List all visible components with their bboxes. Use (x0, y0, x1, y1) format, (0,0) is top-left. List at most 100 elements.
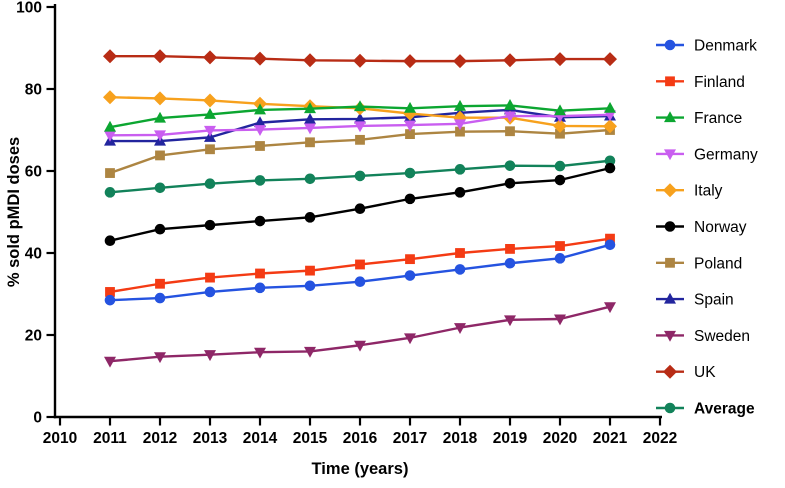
data-point-square (555, 128, 565, 139)
legend-label: Norway (694, 219, 747, 236)
data-point-circle (604, 239, 616, 251)
data-point-square (405, 129, 415, 139)
series-line (109, 243, 611, 302)
data-point-square (255, 141, 265, 151)
legend-item-germany: Germany (656, 146, 758, 163)
x-tick-label: 2013 (193, 430, 228, 447)
data-point-circle (104, 235, 116, 246)
data-point-triangle-down (104, 130, 116, 142)
legend-item-average: Average (656, 401, 755, 418)
data-point-diamond (603, 52, 617, 67)
data-point-triangle-up (354, 100, 366, 112)
data-point-diamond (153, 49, 167, 64)
data-point-triangle-down (454, 119, 466, 131)
legend-label: UK (694, 364, 716, 381)
data-point-triangle-up (154, 111, 166, 123)
x-tick-label: 2017 (393, 430, 427, 447)
data-point-circle (554, 174, 566, 186)
data-point-triangle-down (254, 347, 266, 359)
data-point-circle (254, 215, 266, 227)
data-point-triangle-up (554, 104, 566, 116)
data-point-triangle-up (204, 108, 216, 119)
data-point-circle (204, 178, 216, 190)
data-point-triangle-up (304, 112, 316, 124)
data-point-square (405, 254, 415, 265)
data-point-circle (604, 155, 616, 167)
data-point-square (305, 137, 315, 148)
data-point-circle (404, 270, 416, 281)
legend-item-sweden: Sweden (656, 328, 750, 345)
legend-item-france: France (656, 110, 742, 127)
data-point-diamond (453, 54, 467, 69)
y-tick-label: 20 (25, 328, 42, 345)
data-point-triangle-down (154, 352, 166, 364)
x-tick-label: 2021 (593, 430, 628, 447)
data-point-triangle-down (204, 350, 216, 362)
data-point-triangle-down (554, 314, 566, 326)
data-point-diamond (403, 54, 417, 69)
x-tick-label: 2018 (443, 430, 478, 447)
data-point-triangle-up (604, 101, 616, 113)
data-point-square (155, 150, 165, 161)
data-point-circle (254, 175, 266, 186)
data-point-triangle-down (664, 330, 676, 342)
x-tick-label: 2010 (43, 430, 77, 447)
data-point-square (605, 233, 615, 244)
data-point-triangle-down (204, 125, 216, 137)
data-point-circle (204, 219, 216, 231)
data-point-triangle-up (104, 120, 116, 132)
data-point-diamond (553, 118, 567, 133)
data-point-triangle-down (354, 340, 366, 352)
data-point-circle (664, 39, 676, 51)
data-point-triangle-up (504, 99, 516, 110)
data-point-circle (304, 173, 316, 185)
legend-item-spain: Spain (656, 292, 734, 309)
y-tick-label: 0 (33, 410, 42, 427)
y-tick-label: 80 (25, 82, 42, 99)
data-point-circle (404, 193, 416, 205)
y-tick-label: 40 (25, 246, 42, 263)
data-point-circle (154, 223, 166, 235)
data-point-diamond (663, 364, 677, 379)
data-point-circle (454, 264, 466, 275)
data-point-square (505, 126, 515, 137)
data-point-square (665, 257, 675, 268)
legend-label: Italy (694, 183, 723, 200)
x-axis-title: Time (years) (312, 460, 409, 478)
data-point-circle (204, 286, 216, 298)
data-point-triangle-up (664, 111, 676, 123)
data-point-square (105, 287, 115, 297)
data-point-triangle-down (504, 315, 516, 327)
data-point-diamond (303, 53, 317, 68)
y-axis-title: % sold pMDI doses (5, 137, 23, 287)
series-denmark (104, 239, 616, 306)
data-point-circle (104, 294, 116, 306)
data-point-circle (554, 253, 566, 264)
data-point-circle (354, 203, 366, 215)
data-point-triangle-down (254, 125, 266, 136)
data-point-triangle-up (254, 116, 266, 128)
data-point-circle (554, 160, 566, 172)
y-tick-label: 100 (16, 0, 42, 17)
data-point-square (105, 168, 115, 178)
series-line (109, 305, 611, 363)
data-point-triangle-down (354, 121, 366, 133)
legend-label: Poland (694, 255, 742, 272)
series-sweden (104, 302, 616, 368)
legend-item-italy: Italy (656, 183, 723, 200)
data-point-diamond (203, 50, 217, 65)
data-point-circle (454, 187, 466, 198)
legend-item-uk: UK (656, 364, 716, 381)
legend-label: Spain (694, 292, 734, 309)
data-point-circle (154, 292, 166, 304)
data-point-diamond (663, 183, 677, 198)
data-point-diamond (203, 93, 217, 108)
data-point-diamond (553, 52, 567, 67)
data-point-triangle-up (304, 102, 316, 114)
data-point-diamond (353, 53, 367, 68)
data-point-circle (354, 276, 366, 288)
data-point-triangle-down (504, 111, 516, 123)
data-point-square (555, 241, 565, 251)
